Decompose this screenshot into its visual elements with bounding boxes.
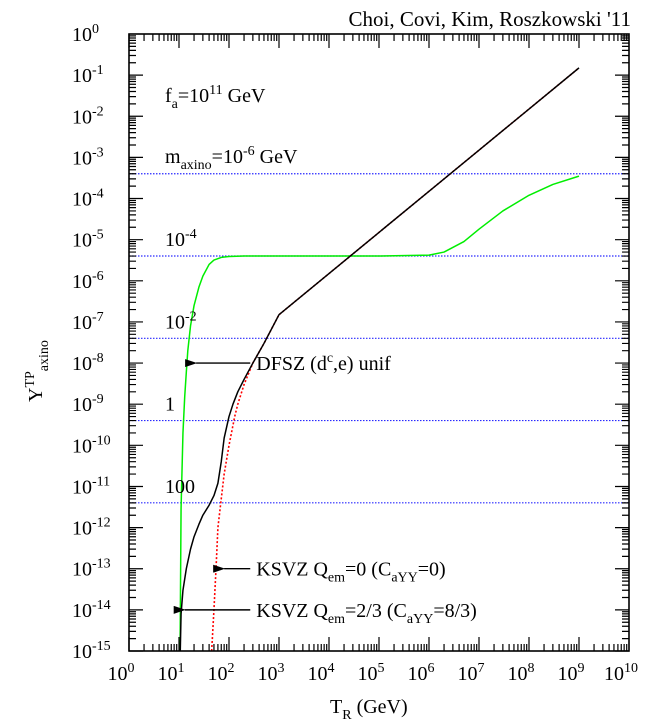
series-line-ksvz_qem23	[179, 67, 580, 652]
mass-line-label: 10-2	[165, 309, 197, 333]
y-axis-title: YTPaxino	[23, 340, 52, 402]
axis-titles: TR (GeV) YTPaxino	[23, 340, 408, 720]
mass-line-label: 10-4	[165, 227, 197, 251]
x-tick-label: 108	[508, 661, 535, 685]
annotation-label-ksvz0: KSVZ Qem=0 (CaYY=0)	[256, 559, 445, 586]
x-tick-label: 100	[108, 661, 135, 685]
fa-label: fa=1011 GeV	[165, 83, 266, 112]
y-tick-label: 10-7	[72, 310, 104, 334]
y-tick-label: 10-4	[72, 187, 104, 211]
chart-title: Choi, Covi, Kim, Roszkowski '11	[349, 7, 631, 31]
y-tick-label: 10-3	[72, 145, 104, 169]
x-tick-label: 104	[308, 661, 335, 685]
x-tick-label: 101	[158, 661, 185, 685]
annotation-label-dfsz: DFSZ (dc,e) unif	[256, 351, 391, 375]
y-tick-label: 10-13	[72, 557, 111, 581]
x-tick-label: 1010	[604, 661, 638, 685]
in-plot-labels: maxino=10-6 GeV 10-4 10-2 1 100 fa=1011 GeV	[165, 83, 298, 498]
y-tick-label: 10-1	[72, 63, 104, 87]
x-tick-label: 106	[408, 661, 435, 685]
x-axis-title: TR (GeV)	[330, 696, 408, 720]
y-tick-label: 10-5	[72, 228, 104, 252]
y-tick-label: 10-9	[72, 392, 104, 416]
annotation-label-ksvz23: KSVZ Qem=2/3 (CaYY=8/3)	[256, 600, 477, 627]
y-tick-label: 10-10	[72, 433, 111, 457]
y-tick-label: 100	[72, 22, 99, 46]
y-tick-label: 10-15	[72, 639, 111, 663]
y-tick-label: 10-6	[72, 269, 104, 293]
mass-line-label: 100	[165, 476, 195, 498]
y-tick-label: 10-8	[72, 351, 104, 375]
x-tick-label: 107	[458, 661, 485, 685]
mass-line-label: 1	[165, 394, 175, 416]
y-tick-label: 10-2	[72, 104, 104, 128]
axis-tick-labels: 100 101 102 103 104 105 106 107 108 109 101010010-…	[72, 22, 638, 685]
y-tick-label: 10-14	[72, 598, 111, 622]
x-tick-label: 102	[208, 661, 235, 685]
mass-line-label: maxino=10-6 GeV	[165, 144, 298, 173]
x-tick-label: 105	[358, 661, 385, 685]
y-tick-label: 10-11	[72, 474, 110, 498]
mass-reference-lines	[129, 173, 629, 504]
curve-annotations: DFSZ (dc,e) unif KSVZ Qem=0 (CaYY=0) KSVZ …	[173, 351, 477, 627]
plot-frame	[128, 33, 630, 652]
series-line-dfsz	[179, 175, 580, 652]
x-tick-label: 109	[558, 661, 585, 685]
y-tick-label: 10-12	[72, 516, 111, 540]
series-curves	[179, 67, 580, 652]
x-tick-label: 103	[258, 661, 285, 685]
